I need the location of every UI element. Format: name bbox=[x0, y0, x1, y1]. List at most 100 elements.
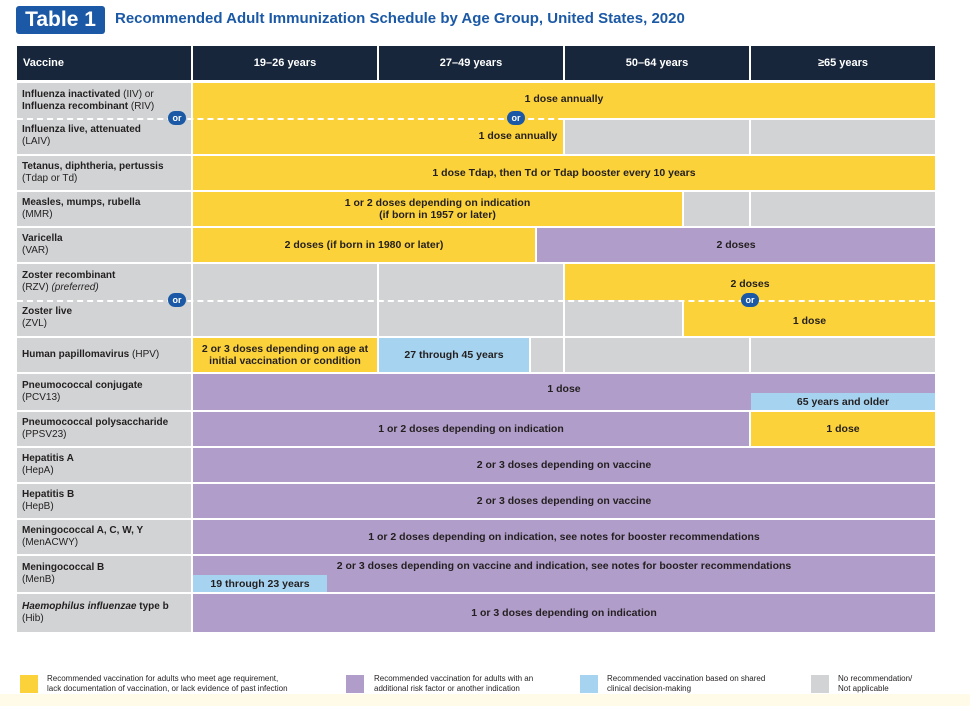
vaccine-abbr: (PPSV23) bbox=[22, 429, 67, 440]
legend-text-na: No recommendation/ Not applicable bbox=[838, 674, 958, 694]
cell-hepa: 2 or 3 doses depending on vaccine bbox=[193, 448, 935, 482]
cell-zoster-zvl: 1 dose bbox=[684, 300, 935, 336]
vaccine-abbr: (HepB) bbox=[22, 501, 54, 512]
vaccine-label-ppsv23: Pneumococcal polysaccharide (PPSV23) bbox=[17, 412, 191, 446]
vaccine-name: Influenza recombinant bbox=[22, 100, 129, 112]
vaccine-abbr: (PCV13) bbox=[22, 392, 61, 403]
vaccine-name: Pneumococcal polysaccharide bbox=[22, 417, 169, 428]
vaccine-name-italic: Haemophilus influenzae bbox=[22, 601, 137, 612]
cell-text: 1 dose annually bbox=[524, 92, 604, 105]
vaccine-abbr: (IIV) or bbox=[123, 88, 154, 100]
vaccine-name: Hepatitis B bbox=[22, 489, 75, 500]
cell-na bbox=[565, 300, 682, 336]
header-age-19-26: 19–26 years bbox=[193, 46, 377, 80]
cell-na bbox=[531, 338, 563, 372]
legend-text-risk: Recommended vaccination for adults with … bbox=[374, 674, 574, 694]
cell-varicella-age: 2 doses (if born in 1980 or later) bbox=[193, 228, 535, 262]
cell-na bbox=[751, 120, 935, 154]
or-badge: or bbox=[507, 111, 525, 125]
vaccine-name: Varicella bbox=[22, 233, 63, 244]
cell-na bbox=[751, 338, 935, 372]
header-age-27-49: 27–49 years bbox=[379, 46, 563, 80]
vaccine-name: Hepatitis A bbox=[22, 453, 74, 464]
or-divider bbox=[17, 118, 935, 120]
or-divider bbox=[17, 300, 935, 302]
cell-text: 1 or 2 doses depending on indication bbox=[344, 197, 531, 209]
legend-swatch-na bbox=[811, 675, 829, 693]
vaccine-name: Influenza inactivated bbox=[22, 88, 121, 100]
vaccine-label-zoster-zvl: Zoster live (ZVL) bbox=[17, 300, 191, 336]
vaccine-abbr: (HepA) bbox=[22, 465, 54, 476]
cell-menacwy: 1 or 2 doses depending on indication, se… bbox=[193, 520, 935, 554]
cell-ppsv23-age: 1 dose bbox=[751, 412, 935, 446]
cell-mmr: 1 or 2 doses depending on indication (if… bbox=[193, 192, 682, 226]
vaccine-label-mmr: Measles, mumps, rubella (MMR) bbox=[17, 192, 191, 226]
vaccine-abbr: (ZVL) bbox=[22, 318, 47, 329]
vaccine-abbr: (VAR) bbox=[22, 245, 49, 256]
or-badge: or bbox=[741, 293, 759, 307]
legend-line: lack documentation of vaccination, or la… bbox=[47, 684, 288, 693]
header-vaccine: Vaccine bbox=[17, 46, 191, 80]
cell-text: 1 dose bbox=[792, 315, 827, 327]
vaccine-label-hib: Haemophilus influenzae type b (Hib) bbox=[17, 594, 191, 632]
legend-swatch-age bbox=[20, 675, 38, 693]
vaccine-note: (preferred) bbox=[51, 282, 99, 293]
vaccine-abbr: (RZV) bbox=[22, 282, 49, 293]
vaccine-abbr: (Tdap or Td) bbox=[22, 173, 78, 184]
vaccine-name: Measles, mumps, rubella bbox=[22, 197, 141, 208]
immunization-table: Vaccine 19–26 years 27–49 years 50–64 ye… bbox=[17, 46, 935, 632]
vaccine-label-hepb: Hepatitis B (HepB) bbox=[17, 484, 191, 518]
cell-influenza-laiv: 1 dose annually bbox=[193, 118, 563, 154]
vaccine-name: Tetanus, diphtheria, pertussis bbox=[22, 161, 164, 172]
cell-menb-shared: 19 through 23 years bbox=[193, 575, 327, 592]
cell-text: 2 doses bbox=[730, 278, 770, 290]
cell-hpv-age: 2 or 3 doses depending on age at initial… bbox=[193, 338, 377, 372]
vaccine-abbr: (MenB) bbox=[22, 574, 55, 585]
vaccine-abbr: (HPV) bbox=[132, 349, 160, 360]
vaccine-name: Human papillomavirus bbox=[22, 349, 130, 360]
cell-na bbox=[751, 192, 935, 226]
cell-na bbox=[684, 192, 749, 226]
vaccine-label-pcv13: Pneumococcal conjugate (PCV13) bbox=[17, 374, 191, 410]
cell-text: 2 or 3 doses depending on age at bbox=[201, 343, 369, 355]
cell-na bbox=[565, 338, 749, 372]
vaccine-label-tdap: Tetanus, diphtheria, pertussis (Tdap or … bbox=[17, 156, 191, 190]
legend-swatch-risk bbox=[346, 675, 364, 693]
legend-line: additional risk factor or another indica… bbox=[374, 684, 520, 693]
legend-line: Recommended vaccination based on shared bbox=[607, 674, 766, 683]
or-badge: or bbox=[168, 293, 186, 307]
header-age-65-plus: ≥65 years bbox=[751, 46, 935, 80]
cell-influenza-iiv: 1 dose annually bbox=[193, 83, 935, 118]
vaccine-abbr: (MMR) bbox=[22, 209, 53, 220]
cell-varicella-risk: 2 doses bbox=[537, 228, 935, 262]
vaccine-name: Zoster recombinant bbox=[22, 270, 116, 281]
legend-swatch-shared bbox=[580, 675, 598, 693]
vaccine-abbr: (RIV) bbox=[130, 100, 155, 112]
page-title: Recommended Adult Immunization Schedule … bbox=[115, 10, 685, 27]
vaccine-label-varicella: Varicella (VAR) bbox=[17, 228, 191, 262]
legend-line: Not applicable bbox=[838, 684, 889, 693]
vaccine-abbr: (MenACWY) bbox=[22, 537, 79, 548]
cell-tdap: 1 dose Tdap, then Td or Tdap booster eve… bbox=[193, 156, 935, 190]
cell-hpv-shared: 27 through 45 years bbox=[379, 338, 529, 372]
vaccine-label-influenza-laiv: Influenza live, attenuated (LAIV) bbox=[17, 118, 191, 154]
vaccine-label-menb: Meningococcal B (MenB) bbox=[17, 556, 191, 592]
cell-text: 1 dose annually bbox=[478, 130, 558, 142]
cell-pcv13-shared: 65 years and older bbox=[751, 393, 935, 410]
vaccine-abbr: (Hib) bbox=[22, 613, 44, 624]
cell-hepb: 2 or 3 doses depending on vaccine bbox=[193, 484, 935, 518]
table-badge: Table 1 bbox=[16, 6, 105, 34]
legend-text-age: Recommended vaccination for adults who m… bbox=[47, 674, 337, 694]
vaccine-name: Meningococcal A, C, W, Y bbox=[22, 525, 144, 536]
vaccine-name: Influenza live, attenuated bbox=[22, 124, 141, 135]
legend-line: Recommended vaccination for adults who m… bbox=[47, 674, 279, 683]
cell-na bbox=[565, 120, 749, 154]
vaccine-name: type b bbox=[139, 601, 169, 612]
cell-hib: 1 or 3 doses depending on indication bbox=[193, 594, 935, 632]
vaccine-label-menacwy: Meningococcal A, C, W, Y (MenACWY) bbox=[17, 520, 191, 554]
legend-line: clinical decision-making bbox=[607, 684, 692, 693]
cell-ppsv23-risk: 1 or 2 doses depending on indication bbox=[193, 412, 749, 446]
vaccine-label-zoster-rzv: Zoster recombinant (RZV) (preferred) bbox=[17, 264, 191, 300]
or-badge: or bbox=[168, 111, 186, 125]
legend-line: Recommended vaccination for adults with … bbox=[374, 674, 534, 683]
